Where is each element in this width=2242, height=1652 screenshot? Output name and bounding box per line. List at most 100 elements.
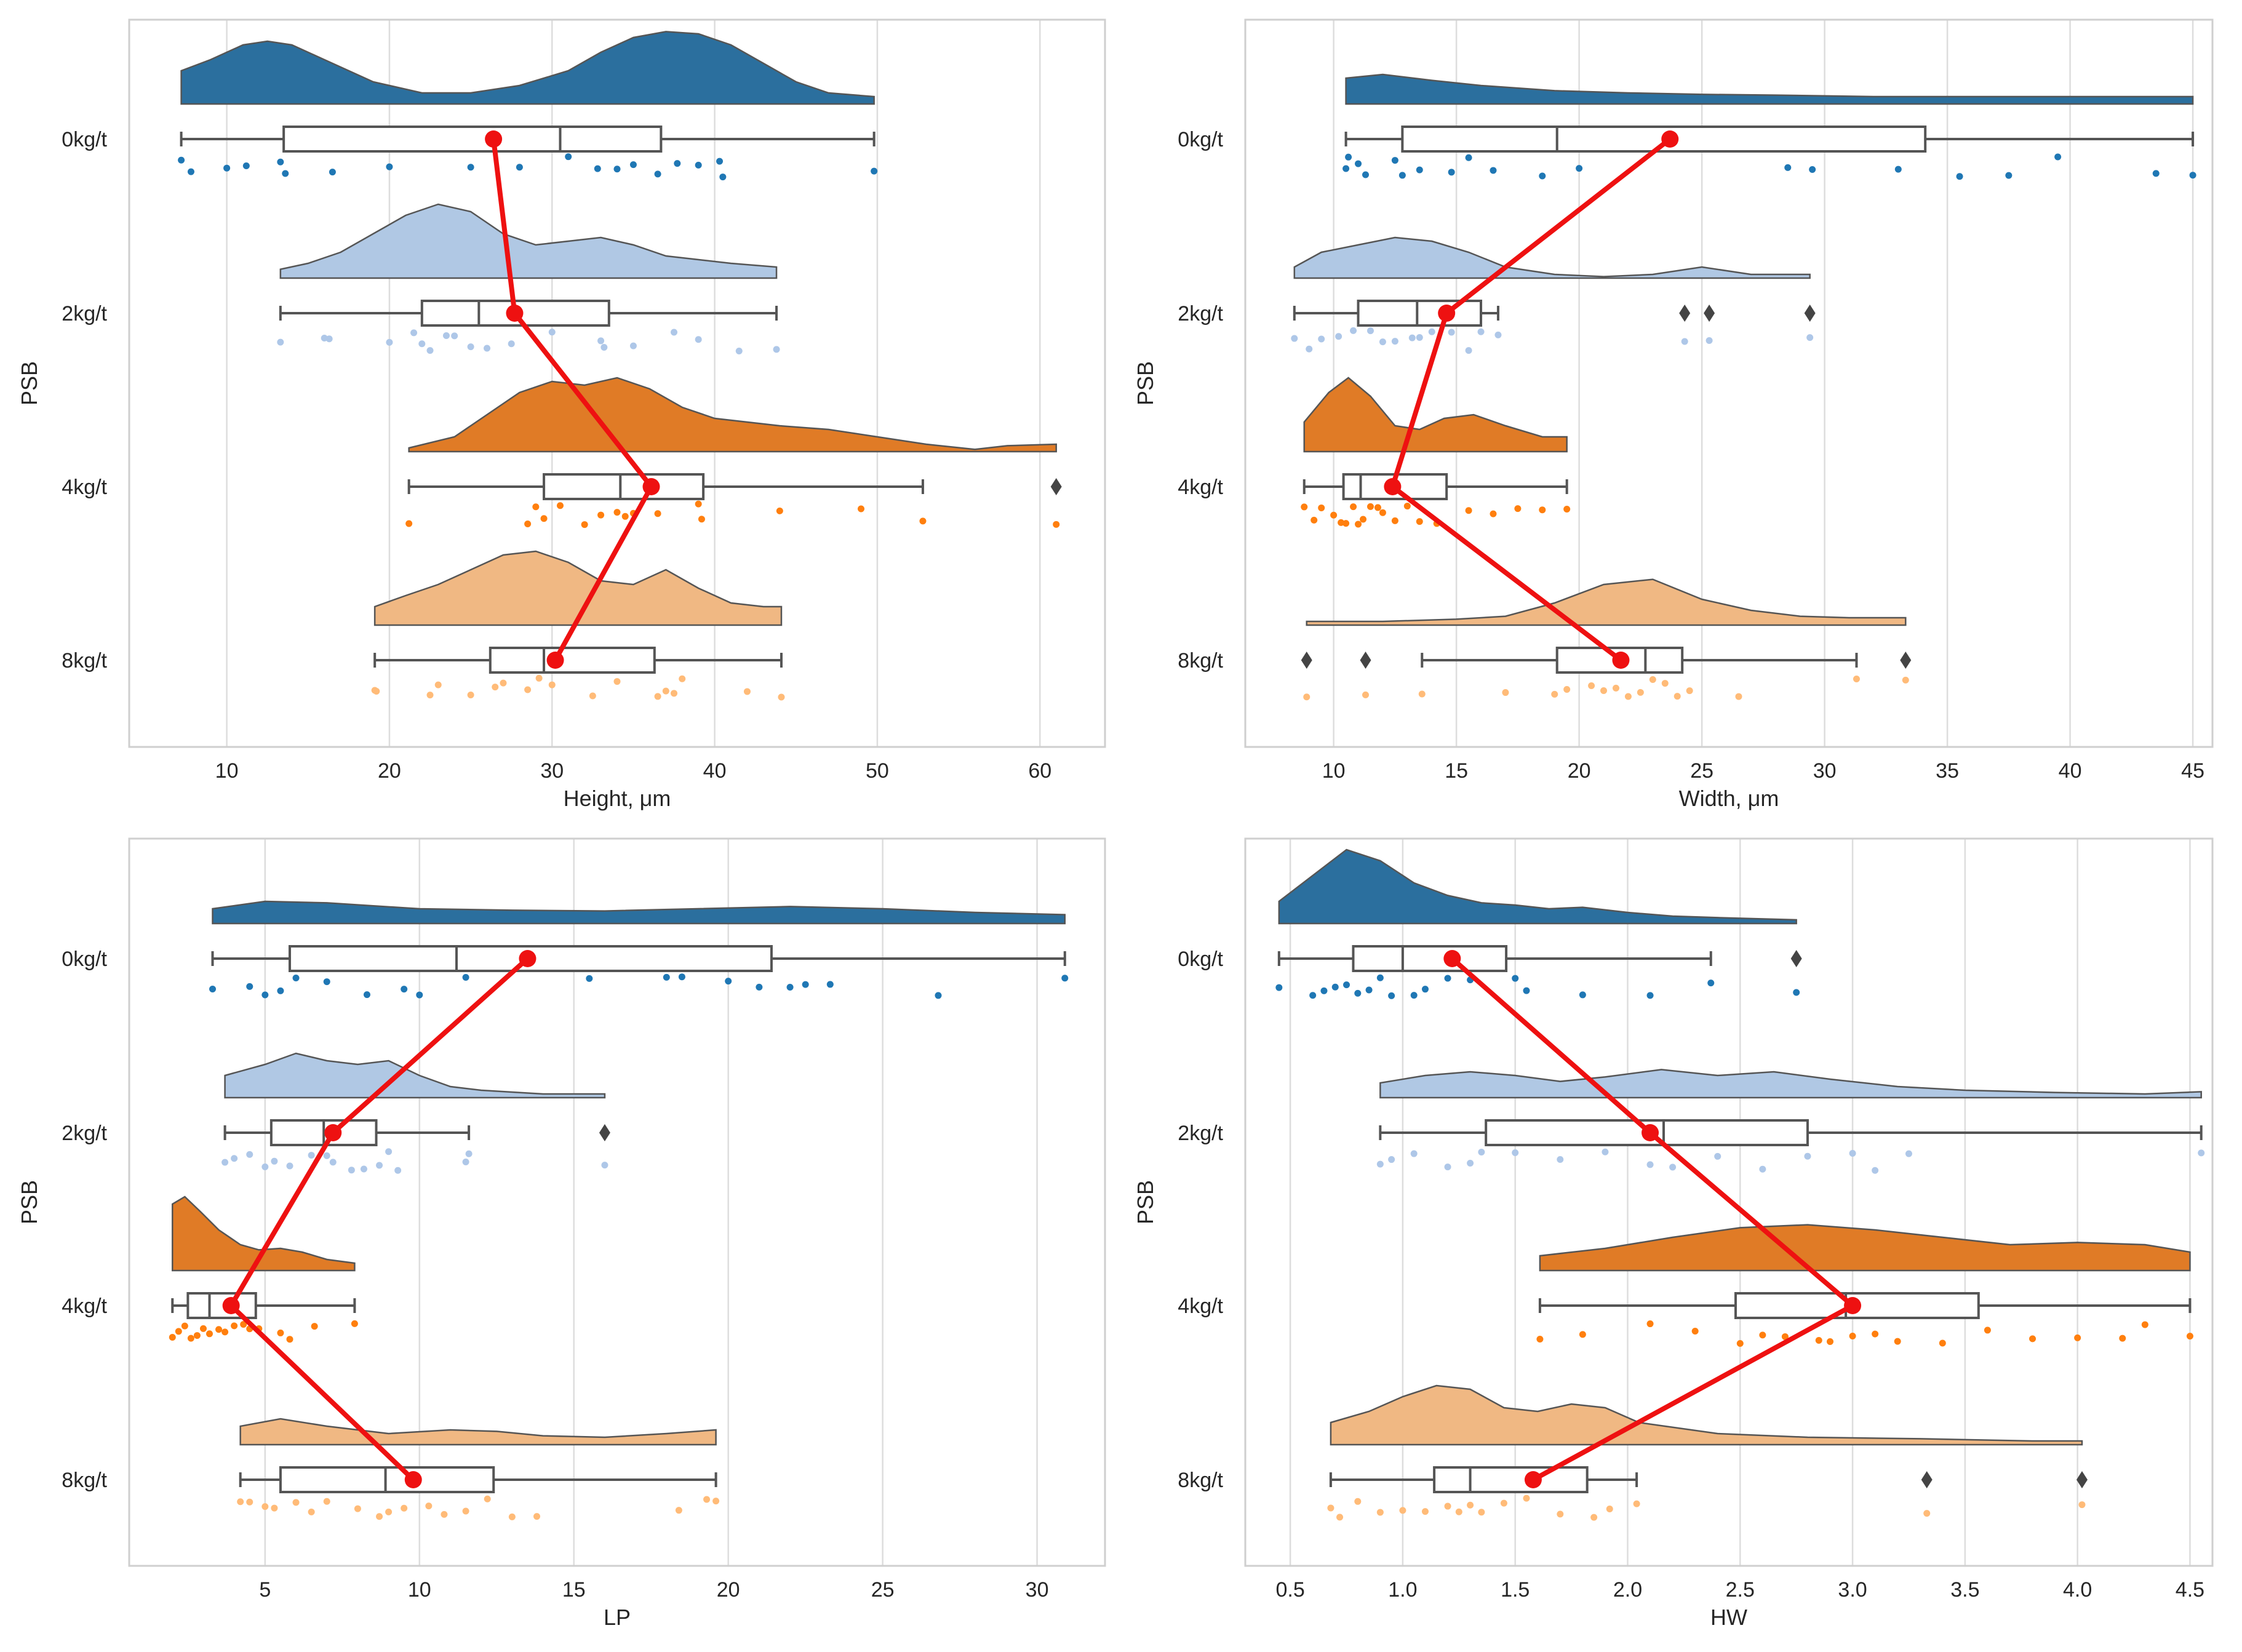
rain-point [462, 973, 469, 981]
rain-point [175, 1328, 182, 1335]
rain-point [1053, 521, 1060, 528]
y-axis-label: PSB [17, 1180, 42, 1224]
rain-point [1539, 172, 1546, 180]
rain-point [674, 160, 681, 167]
rain-point [2189, 172, 2196, 179]
rain-point [2152, 170, 2160, 177]
rain-point [1633, 1500, 1640, 1507]
density-cloud [239, 1418, 717, 1446]
mean-point [642, 478, 660, 495]
mean-point [506, 305, 524, 322]
x-tick-label: 3.5 [1950, 1578, 1979, 1602]
density-cloud [1539, 1224, 2191, 1272]
rain-point [1691, 1327, 1699, 1335]
rain-point [205, 1330, 213, 1338]
y-tick-label: 8kg/t [1178, 649, 1223, 672]
rain-point [223, 164, 231, 172]
rain-point [1444, 1163, 1451, 1171]
mean-point [1438, 305, 1456, 322]
rain-point [703, 1496, 711, 1503]
density-cloud [1330, 1384, 2083, 1446]
rain-point [1759, 1165, 1766, 1173]
x-tick-label: 2.5 [1726, 1578, 1755, 1602]
x-tick-label: 60 [1028, 759, 1051, 783]
outlier-marker [1900, 652, 1912, 669]
x-tick-label: 2.0 [1613, 1578, 1642, 1602]
box-iqr [489, 647, 656, 674]
y-tick-label: 2kg/t [1178, 1122, 1223, 1145]
y-tick-label: 0kg/t [1178, 128, 1223, 151]
rain-point [1579, 991, 1586, 999]
x-tick-label: 35 [1936, 759, 1959, 783]
rain-point [1849, 1150, 1856, 1157]
rain-point [802, 981, 809, 988]
rain-point [1514, 505, 1522, 513]
rain-point [385, 1508, 393, 1515]
rain-point [621, 513, 629, 520]
rain-point [1736, 1340, 1744, 1347]
rain-point [434, 681, 442, 688]
rain-point [2029, 1335, 2037, 1343]
outlier-marker [2076, 1471, 2088, 1488]
rain-point [1624, 693, 1632, 700]
density-cloud [180, 31, 875, 105]
rain-point [1444, 975, 1451, 982]
axes-frame [1244, 18, 2214, 748]
rain-point [1365, 986, 1373, 994]
density-cloud [1303, 377, 1568, 453]
rain-point [663, 973, 670, 981]
rain-point [613, 509, 621, 516]
rain-point [1327, 1504, 1334, 1512]
rain-point [1428, 328, 1435, 335]
rain-point [181, 1322, 188, 1330]
rain-point [351, 1320, 358, 1327]
rain-point [292, 975, 300, 982]
rain-point [1318, 504, 1325, 511]
rain-point [773, 346, 780, 353]
rain-point [1674, 693, 1681, 700]
rain-point [348, 1167, 355, 1174]
rain-point [601, 1162, 608, 1169]
box-iqr [1433, 1466, 1589, 1493]
rain-point [671, 690, 678, 697]
rain-point [695, 161, 702, 169]
rain-point [548, 681, 556, 688]
rain-point [325, 335, 333, 343]
rain-point [465, 1150, 473, 1157]
rain-point [1318, 335, 1325, 343]
rain-point [589, 692, 596, 700]
mean-point [1384, 478, 1402, 495]
rain-point [2005, 172, 2013, 179]
rain-point [1523, 987, 1530, 994]
rain-point [556, 502, 564, 509]
rain-point [442, 332, 450, 339]
rain-point [1551, 690, 1558, 698]
rain-point [1350, 327, 1357, 334]
rain-point [376, 1513, 383, 1520]
rain-point [246, 1498, 253, 1506]
x-tick-label: 15 [562, 1578, 586, 1602]
rain-point [1410, 992, 1418, 999]
rain-point [654, 510, 661, 517]
rain-point [1956, 173, 1963, 180]
mean-line [228, 957, 530, 1482]
rain-point [695, 500, 702, 508]
rain-point [1827, 1338, 1834, 1345]
rain-point [586, 975, 593, 982]
rain-point [1355, 521, 1362, 528]
y-tick-label: 2kg/t [62, 302, 107, 325]
y-tick-label: 2kg/t [1178, 302, 1223, 325]
rain-point [719, 174, 727, 181]
rain-point [451, 332, 458, 340]
y-tick-label: 4kg/t [62, 476, 107, 499]
rain-point [441, 1510, 448, 1518]
rain-point [2074, 1334, 2081, 1341]
rain-point [292, 1499, 300, 1506]
rain-point [675, 1507, 682, 1514]
mean-point [1642, 1124, 1659, 1141]
rain-point [323, 1498, 330, 1505]
rain-point [1360, 516, 1367, 523]
rain-point [467, 164, 474, 171]
rain-point [1707, 980, 1715, 987]
